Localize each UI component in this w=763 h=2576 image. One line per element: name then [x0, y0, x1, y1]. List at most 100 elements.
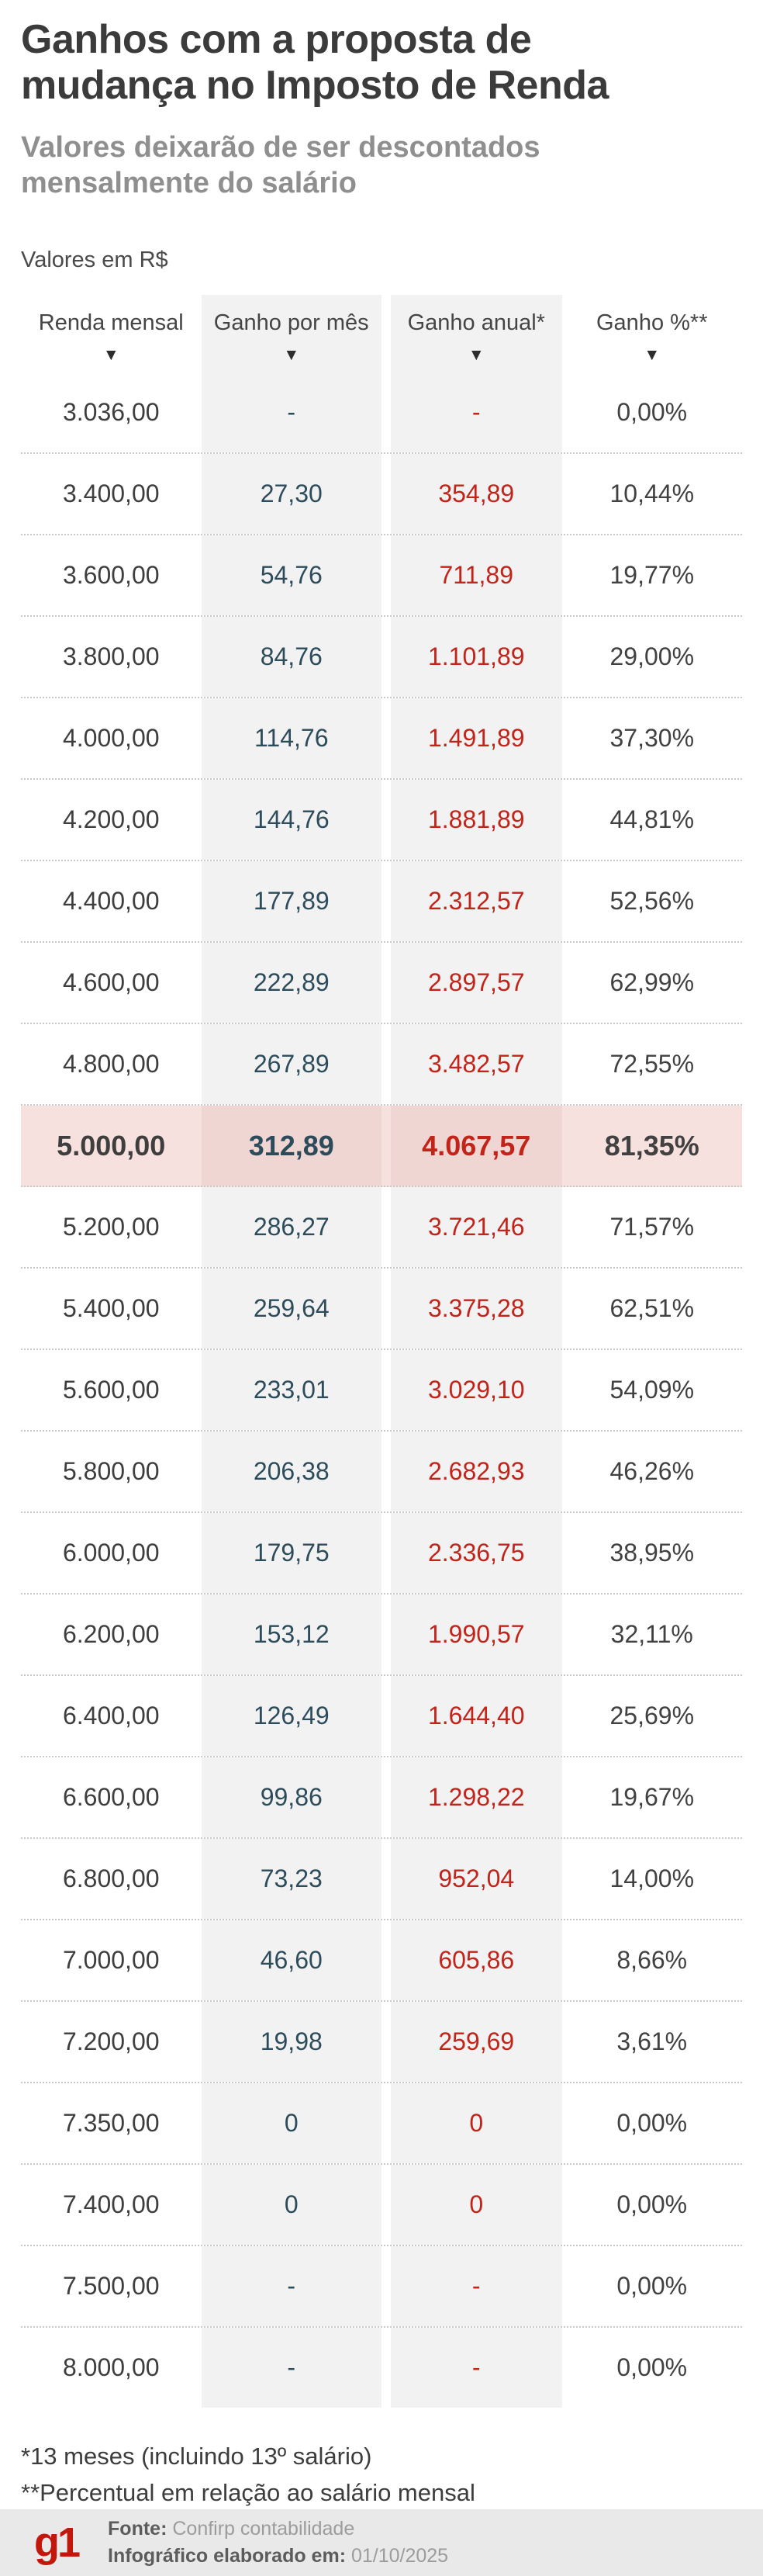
cell-ganho-pct: 62,99%	[609, 968, 695, 997]
column-header-label: Renda mensal	[38, 310, 184, 336]
cell-ganho-por-mes: 259,64	[201, 1269, 382, 1349]
cell-ganho-pct: 10,44%	[609, 480, 695, 508]
cell-ganho-anual: -	[382, 2246, 562, 2327]
g1-logo: g1	[34, 2519, 81, 2566]
table-row: 3.400,00 27,30 354,89 10,44%	[21, 454, 742, 536]
cell-renda-mensal: 8.000,00	[62, 2353, 160, 2382]
sort-down-icon: ▼	[644, 346, 661, 365]
cell-renda-mensal: 3.400,00	[62, 480, 160, 508]
sort-down-icon: ▼	[283, 346, 300, 365]
sort-down-icon: ▼	[468, 346, 485, 365]
cell-ganho-pct: 44,81%	[609, 805, 695, 834]
cell-ganho-pct: 54,09%	[609, 1376, 695, 1404]
table-row: 6.000,00 179,75 2.336,75 38,95%	[21, 1513, 742, 1595]
cell-ganho-por-mes: 0	[201, 2083, 382, 2164]
cell-ganho-anual: 605,86	[382, 1920, 562, 2001]
cell-ganho-por-mes: 0	[201, 2165, 382, 2245]
cell-renda-mensal: 3.800,00	[62, 642, 160, 671]
date-line: Infográfico elaborado em: 01/10/2025	[108, 2543, 448, 2570]
cell-renda-mensal: 3.036,00	[62, 398, 160, 427]
cell-ganho-anual: 3.721,46	[382, 1187, 562, 1268]
cell-ganho-por-mes: 222,89	[201, 943, 382, 1023]
cell-ganho-por-mes: 84,76	[201, 617, 382, 698]
table-row: 5.400,00 259,64 3.375,28 62,51%	[21, 1269, 742, 1351]
footnote-1: *13 meses (incluindo 13º salário)	[21, 2443, 372, 2470]
column-header-label: Ganho anual*	[407, 310, 545, 336]
cell-renda-mensal: 5.600,00	[62, 1376, 160, 1404]
cell-renda-mensal: 7.400,00	[62, 2190, 160, 2219]
gains-table: Renda mensal ▼ Ganho por mês ▼ Ganho anu…	[21, 295, 742, 2408]
page-subtitle-line-1: Valores deixarão de ser descontados	[21, 130, 540, 164]
table-row: 8.000,00 - - 0,00%	[21, 2328, 742, 2408]
cell-ganho-por-mes: 73,23	[201, 1839, 382, 1920]
date-value: 01/10/2025	[350, 2545, 449, 2567]
cell-ganho-anual: 1.644,40	[382, 1676, 562, 1757]
cell-ganho-anual: 1.990,57	[382, 1594, 562, 1675]
cell-renda-mensal: 6.600,00	[62, 1783, 160, 1812]
cell-renda-mensal: 7.350,00	[62, 2109, 160, 2138]
table-row: 3.600,00 54,76 711,89 19,77%	[21, 535, 742, 618]
cell-ganho-anual: 2.336,75	[382, 1513, 562, 1594]
page-subtitle: Valores deixarão de ser descontados mens…	[21, 130, 742, 202]
cell-renda-mensal: 5.400,00	[62, 1294, 160, 1323]
cell-renda-mensal: 4.200,00	[62, 805, 160, 834]
cell-ganho-anual: 1.491,89	[382, 698, 562, 779]
column-header-renda-mensal: Renda mensal ▼	[21, 295, 202, 372]
footer-bar: g1 Fonte: Confirp contabilidade Infográf…	[0, 2509, 763, 2576]
cell-renda-mensal: 5.200,00	[62, 1213, 160, 1241]
cell-ganho-anual: 1.101,89	[382, 617, 562, 698]
cell-ganho-anual: 0	[382, 2165, 562, 2245]
cell-ganho-anual: 2.682,93	[382, 1432, 562, 1512]
cell-ganho-anual: 1.881,89	[382, 780, 562, 860]
cell-ganho-pct: 8,66%	[616, 1946, 688, 1975]
table-row: 6.800,00 73,23 952,04 14,00%	[21, 1839, 742, 1921]
cell-ganho-por-mes: -	[201, 2328, 382, 2408]
cell-ganho-pct: 0,00%	[616, 2109, 688, 2138]
table-row: 4.800,00 267,89 3.482,57 72,55%	[21, 1024, 742, 1106]
table-row: 3.036,00 - - 0,00%	[21, 372, 742, 455]
cell-ganho-pct: 0,00%	[616, 2272, 688, 2301]
cell-renda-mensal: 3.600,00	[62, 561, 160, 590]
column-header-label: Ganho por mês	[213, 310, 369, 336]
cell-ganho-anual: 354,89	[382, 454, 562, 535]
cell-ganho-por-mes: 177,89	[201, 861, 382, 942]
table-row: 6.400,00 126,49 1.644,40 25,69%	[21, 1676, 742, 1758]
cell-ganho-por-mes: 114,76	[201, 698, 382, 779]
cell-renda-mensal: 7.000,00	[62, 1946, 160, 1975]
footnotes: *13 meses (incluindo 13º salário) **Perc…	[21, 2439, 742, 2511]
table-row: 4.200,00 144,76 1.881,89 44,81%	[21, 780, 742, 862]
cell-renda-mensal: 4.600,00	[62, 968, 160, 997]
cell-ganho-por-mes: 206,38	[201, 1432, 382, 1512]
source-label: Fonte:	[108, 2518, 167, 2540]
cell-ganho-por-mes: 312,89	[201, 1106, 382, 1186]
table-row: 5.000,00 312,89 4.067,57 81,35%	[21, 1106, 742, 1188]
cell-ganho-por-mes: 286,27	[201, 1187, 382, 1268]
table-row: 4.000,00 114,76 1.491,89 37,30%	[21, 698, 742, 781]
cell-ganho-pct: 38,95%	[609, 1539, 695, 1567]
cell-ganho-pct: 72,55%	[609, 1050, 695, 1079]
cell-ganho-anual: 1.298,22	[382, 1757, 562, 1838]
column-header-ganho-pct: Ganho %** ▼	[562, 295, 743, 372]
cell-ganho-por-mes: 144,76	[201, 780, 382, 860]
cell-ganho-pct: 3,61%	[616, 2027, 688, 2056]
table-row: 7.000,00 46,60 605,86 8,66%	[21, 1920, 742, 2003]
cell-ganho-por-mes: 19,98	[201, 2002, 382, 2083]
cell-ganho-pct: 32,11%	[610, 1620, 693, 1649]
page-title-line-1: Ganhos com a proposta de	[21, 17, 532, 62]
cell-ganho-por-mes: 54,76	[201, 535, 382, 616]
cell-ganho-por-mes: 233,01	[201, 1350, 382, 1431]
source-line: Fonte: Confirp contabilidade	[108, 2515, 448, 2543]
page-title-line-2: mudança no Imposto de Renda	[21, 63, 609, 109]
cell-ganho-anual: 711,89	[382, 535, 562, 616]
sort-down-icon: ▼	[102, 346, 119, 365]
page-subtitle-line-2: mensalmente do salário	[21, 166, 357, 199]
cell-ganho-por-mes: 126,49	[201, 1676, 382, 1757]
cell-ganho-pct: 19,77%	[609, 561, 695, 590]
footer-credits: Fonte: Confirp contabilidade Infográfico…	[108, 2515, 448, 2570]
cell-renda-mensal: 6.400,00	[62, 1702, 160, 1730]
cell-ganho-por-mes: -	[201, 372, 382, 453]
table-row: 4.400,00 177,89 2.312,57 52,56%	[21, 861, 742, 943]
cell-ganho-pct: 62,51%	[609, 1294, 695, 1323]
cell-ganho-anual: 3.482,57	[382, 1024, 562, 1105]
